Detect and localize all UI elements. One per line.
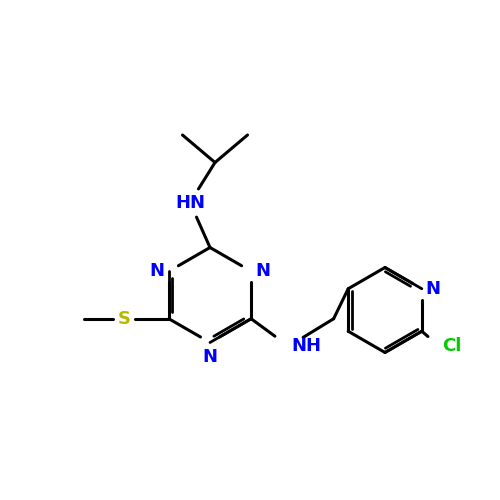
Text: N: N	[255, 262, 270, 280]
Text: NH: NH	[291, 337, 321, 355]
Text: N: N	[150, 262, 165, 280]
Text: N: N	[202, 348, 218, 366]
Text: Cl: Cl	[442, 337, 461, 355]
Text: S: S	[118, 310, 130, 328]
Text: N: N	[426, 280, 441, 297]
Text: HN: HN	[175, 194, 205, 212]
